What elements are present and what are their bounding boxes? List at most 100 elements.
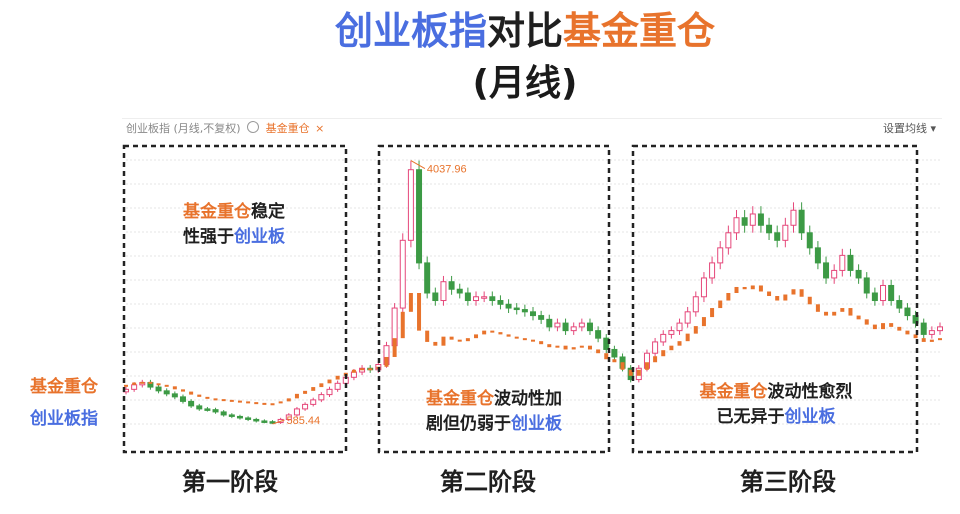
fund-bar bbox=[124, 384, 128, 387]
stage3-box bbox=[631, 144, 919, 454]
fund-bar bbox=[571, 347, 576, 350]
stage1-note-fund: 基金重仓 bbox=[183, 202, 251, 222]
stage3-note-index: 创业板 bbox=[784, 407, 836, 427]
index-candle-body bbox=[204, 408, 211, 411]
index-candle-body bbox=[261, 420, 268, 423]
fund-bar bbox=[384, 356, 389, 367]
index-candle-body bbox=[546, 318, 553, 328]
index-candle-body bbox=[920, 322, 927, 335]
fund-bar bbox=[889, 323, 894, 327]
fund-bar bbox=[848, 308, 853, 316]
fund-bar bbox=[897, 326, 902, 331]
fund-bar bbox=[913, 334, 918, 339]
index-candle-body bbox=[171, 393, 178, 398]
chart-mode-label: (月线,不复权) bbox=[173, 122, 241, 135]
main-index-tab[interactable]: 创业板指 bbox=[126, 122, 170, 135]
fund-bar bbox=[531, 339, 535, 342]
stage2-note-text2: 剧但仍弱于 bbox=[426, 414, 511, 434]
fund-bar bbox=[262, 402, 267, 405]
index-candle-body bbox=[863, 277, 870, 294]
index-candle-body bbox=[757, 213, 764, 226]
index-candle-body bbox=[253, 418, 260, 422]
index-candle-body bbox=[847, 254, 854, 271]
close-icon[interactable]: × bbox=[315, 122, 325, 135]
index-candle-body bbox=[269, 421, 276, 424]
fund-bar bbox=[270, 403, 275, 406]
fund-bar bbox=[172, 386, 177, 390]
index-candle-body bbox=[212, 409, 219, 413]
index-candle-body bbox=[293, 408, 300, 416]
index-candle-body bbox=[464, 292, 471, 302]
fund-bar bbox=[156, 383, 161, 386]
index-candle-body bbox=[709, 262, 716, 279]
chart-toolbar: 创业板指 (月线,不复权) 基金重仓 × 设置均线 ▾ bbox=[122, 118, 942, 140]
stage2-label: 第二阶段 bbox=[440, 468, 536, 496]
index-candle-body bbox=[155, 386, 162, 392]
fund-bar bbox=[881, 323, 886, 330]
index-candle-body bbox=[888, 284, 895, 302]
index-candle-body bbox=[831, 269, 838, 279]
fund-bar bbox=[482, 330, 487, 335]
index-candle-body bbox=[766, 224, 773, 234]
index-candle-body bbox=[595, 330, 602, 339]
fund-bar bbox=[750, 285, 755, 290]
fund-bar bbox=[457, 339, 462, 342]
index-candle-body bbox=[904, 307, 911, 317]
fund-bar bbox=[872, 324, 877, 330]
index-candle-body bbox=[228, 414, 235, 417]
stage3-note-text1: 波动性愈烈 bbox=[767, 382, 853, 402]
index-candle-body bbox=[310, 399, 317, 405]
index-candle-body bbox=[725, 232, 732, 249]
index-candle-body bbox=[456, 288, 463, 294]
stage1-note-text1: 稳定 bbox=[251, 202, 285, 222]
index-candle-body bbox=[586, 322, 593, 332]
ma-settings-dropdown[interactable]: 设置均线 ▾ bbox=[882, 122, 936, 135]
fund-bar bbox=[474, 334, 479, 339]
index-candle-body bbox=[717, 247, 724, 264]
high-annotation-arrow bbox=[410, 160, 426, 170]
index-candle-body bbox=[350, 371, 357, 378]
compare-series-tag[interactable]: 基金重仓 bbox=[265, 122, 310, 135]
index-candle-body bbox=[399, 239, 406, 309]
index-candle-body bbox=[880, 284, 887, 302]
index-candle-body bbox=[131, 384, 138, 390]
index-candle-body bbox=[814, 247, 821, 264]
stage1-note-text2: 性强于 bbox=[183, 227, 234, 247]
index-candle-body bbox=[928, 330, 935, 335]
index-candle-body bbox=[302, 403, 309, 410]
fund-bar bbox=[726, 293, 731, 301]
index-candle-body bbox=[733, 217, 740, 234]
stage1-label: 第一阶段 bbox=[182, 468, 278, 496]
fund-bar bbox=[286, 398, 291, 402]
title-fund-name: 基金重仓 bbox=[563, 9, 716, 53]
fund-bar bbox=[335, 375, 340, 380]
fund-bar bbox=[758, 285, 763, 292]
chart-toolbar-left: 创业板指 (月线,不复权) 基金重仓 × bbox=[126, 118, 324, 140]
fund-bar bbox=[490, 330, 495, 333]
fund-bar bbox=[205, 396, 210, 399]
stage1-box bbox=[122, 144, 348, 454]
index-candle-body bbox=[871, 292, 878, 302]
fund-bar bbox=[685, 333, 690, 342]
fund-bar bbox=[864, 319, 869, 325]
fund-bar bbox=[775, 296, 780, 301]
fund-bar bbox=[417, 293, 422, 331]
fund-bar bbox=[311, 387, 316, 391]
index-candle-body bbox=[179, 396, 186, 402]
fund-bar bbox=[824, 311, 829, 316]
fund-bar bbox=[710, 308, 715, 318]
index-candle-body bbox=[489, 296, 496, 302]
index-candle-body bbox=[407, 169, 414, 241]
fund-bar bbox=[229, 399, 234, 402]
gear-icon[interactable] bbox=[247, 121, 260, 133]
stage2-note-index: 创业板 bbox=[511, 414, 562, 434]
index-candle-body bbox=[692, 296, 699, 313]
fund-bar bbox=[905, 330, 910, 335]
index-candle-body bbox=[700, 277, 707, 298]
fund-bar bbox=[319, 383, 324, 388]
fund-bar bbox=[547, 344, 552, 348]
low-annotation-label: 585.44 bbox=[287, 415, 321, 427]
fund-bar bbox=[449, 336, 454, 340]
fund-bar bbox=[278, 401, 283, 404]
index-candle-body bbox=[806, 232, 813, 249]
